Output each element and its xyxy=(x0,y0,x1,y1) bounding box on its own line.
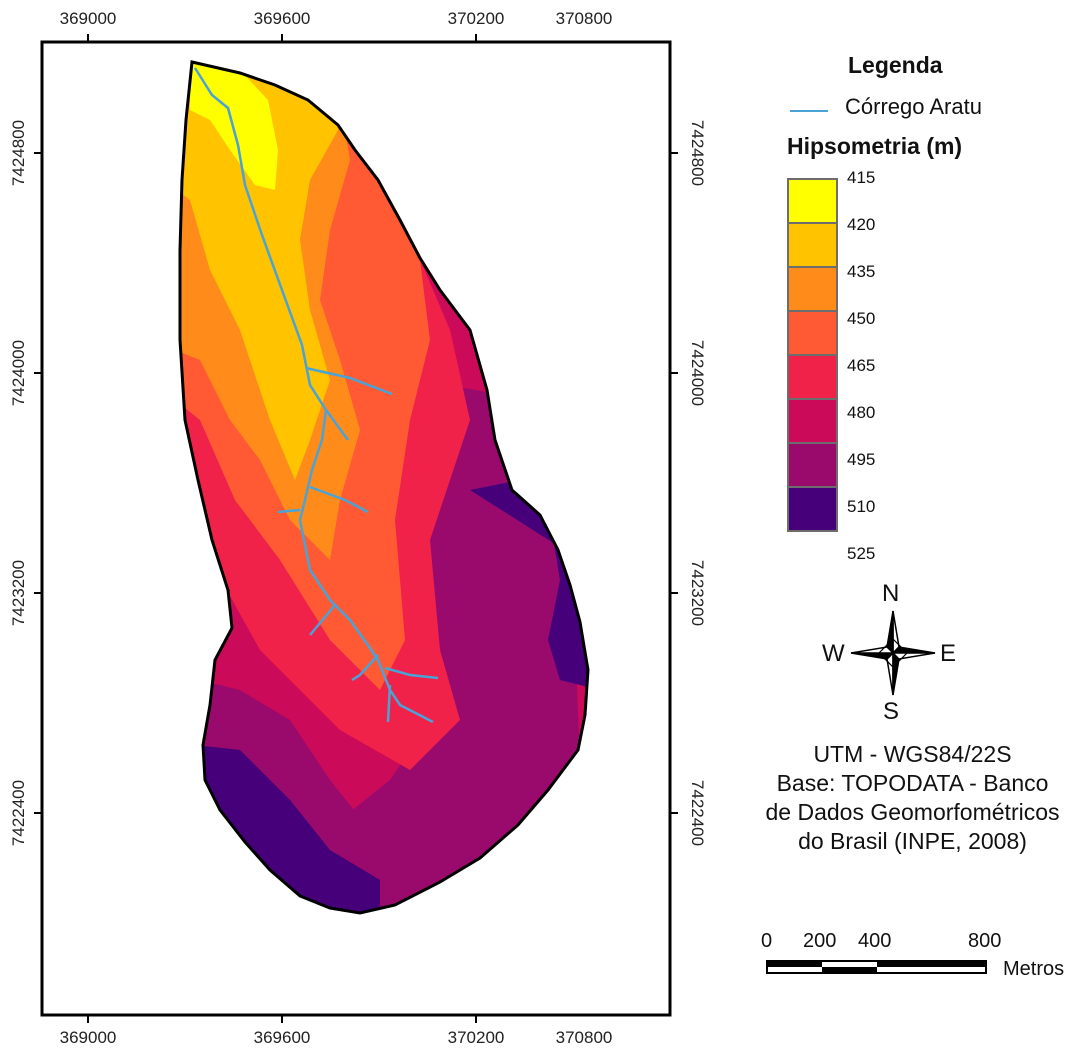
hypsometry-label: 420 xyxy=(847,215,876,234)
hypsometry-swatch xyxy=(787,222,838,266)
source-text-line1: Base: TOPODATA - Banco xyxy=(776,770,1049,796)
stream-network xyxy=(193,67,439,724)
x-tick-label-top: 369600 xyxy=(254,9,311,28)
hypsometry-label: 450 xyxy=(847,309,876,328)
x-tick-label-bottom: 369600 xyxy=(254,1028,311,1047)
compass-star-icon xyxy=(850,610,936,696)
stream-trib-7 xyxy=(384,666,439,680)
projection-text: UTM - WGS84/22S xyxy=(813,741,1012,767)
scale-label: 200 xyxy=(803,930,837,952)
stream-trib-8 xyxy=(386,684,392,723)
hypsometry-label: 415 xyxy=(847,168,876,187)
y-tick-label-right: 7422400 xyxy=(688,780,707,846)
y-tick-label-right: 7423200 xyxy=(688,560,707,626)
zone-415-420 xyxy=(190,62,278,190)
stream-trib-4 xyxy=(277,508,301,514)
zone-420-435 xyxy=(180,62,338,480)
hypsometry-label: 510 xyxy=(847,497,876,516)
y-tick-label-right: 7424800 xyxy=(688,120,707,186)
hypsometry-swatch xyxy=(787,266,838,310)
hypsometry-swatch xyxy=(787,178,838,222)
y-tick-label-left: 7424800 xyxy=(9,120,28,186)
axis-ticks xyxy=(34,34,678,1023)
compass-south: S xyxy=(883,698,900,725)
scale-unit: Metros xyxy=(1003,958,1065,980)
stream-main xyxy=(193,67,434,724)
hypsometry-label: 495 xyxy=(847,450,876,469)
compass-west: W xyxy=(822,640,845,667)
elevation-zones xyxy=(180,62,588,913)
zone-510-525-east xyxy=(470,480,588,690)
scale-label: 0 xyxy=(761,930,773,952)
legend-title: Legenda xyxy=(848,52,943,78)
compass-north: N xyxy=(882,580,900,607)
stream-trib-6 xyxy=(351,654,379,682)
source-text-line2: de Dados Geomorfométricos xyxy=(765,799,1060,825)
compass-east: E xyxy=(940,640,957,667)
y-tick-label-right: 7424000 xyxy=(688,340,707,406)
x-tick-label-bottom: 370200 xyxy=(448,1028,505,1047)
stream-trib-5 xyxy=(309,604,336,636)
hypsometry-swatch xyxy=(787,310,838,354)
hypsometry-label: 525 xyxy=(847,544,876,563)
source-text-line3: do Brasil (INPE, 2008) xyxy=(798,828,1027,854)
hypsometry-title: Hipsometria (m) xyxy=(787,133,963,159)
hypsometry-swatch xyxy=(787,354,838,398)
hypsometry-label: 465 xyxy=(847,356,876,375)
stream-trib-1 xyxy=(305,366,393,396)
y-tick-label-left: 7424000 xyxy=(9,340,28,406)
x-tick-label-bottom: 370800 xyxy=(556,1028,613,1047)
hypsometry-color-ramp xyxy=(787,178,838,532)
y-tick-label-left: 7422400 xyxy=(9,780,28,846)
scale-label: 400 xyxy=(858,930,892,952)
x-tick-label-top: 370800 xyxy=(556,9,613,28)
stream-trib-2 xyxy=(324,409,350,441)
stream-legend-label: Córrego Aratu xyxy=(845,94,982,119)
hypsometry-swatch xyxy=(787,398,838,442)
hypsometry-swatch xyxy=(787,486,838,532)
scale-label: 800 xyxy=(968,930,1002,952)
x-tick-label-bottom: 369000 xyxy=(60,1028,117,1047)
hypsometry-label: 480 xyxy=(847,403,876,422)
stream-legend-line xyxy=(790,110,828,112)
hypsometry-label: 435 xyxy=(847,262,876,281)
y-tick-label-left: 7423200 xyxy=(9,560,28,626)
hypsometry-swatch xyxy=(787,442,838,486)
x-tick-label-top: 369000 xyxy=(60,9,117,28)
scale-bar xyxy=(766,960,987,974)
stream-trib-3 xyxy=(309,485,369,514)
x-tick-label-top: 370200 xyxy=(448,9,505,28)
